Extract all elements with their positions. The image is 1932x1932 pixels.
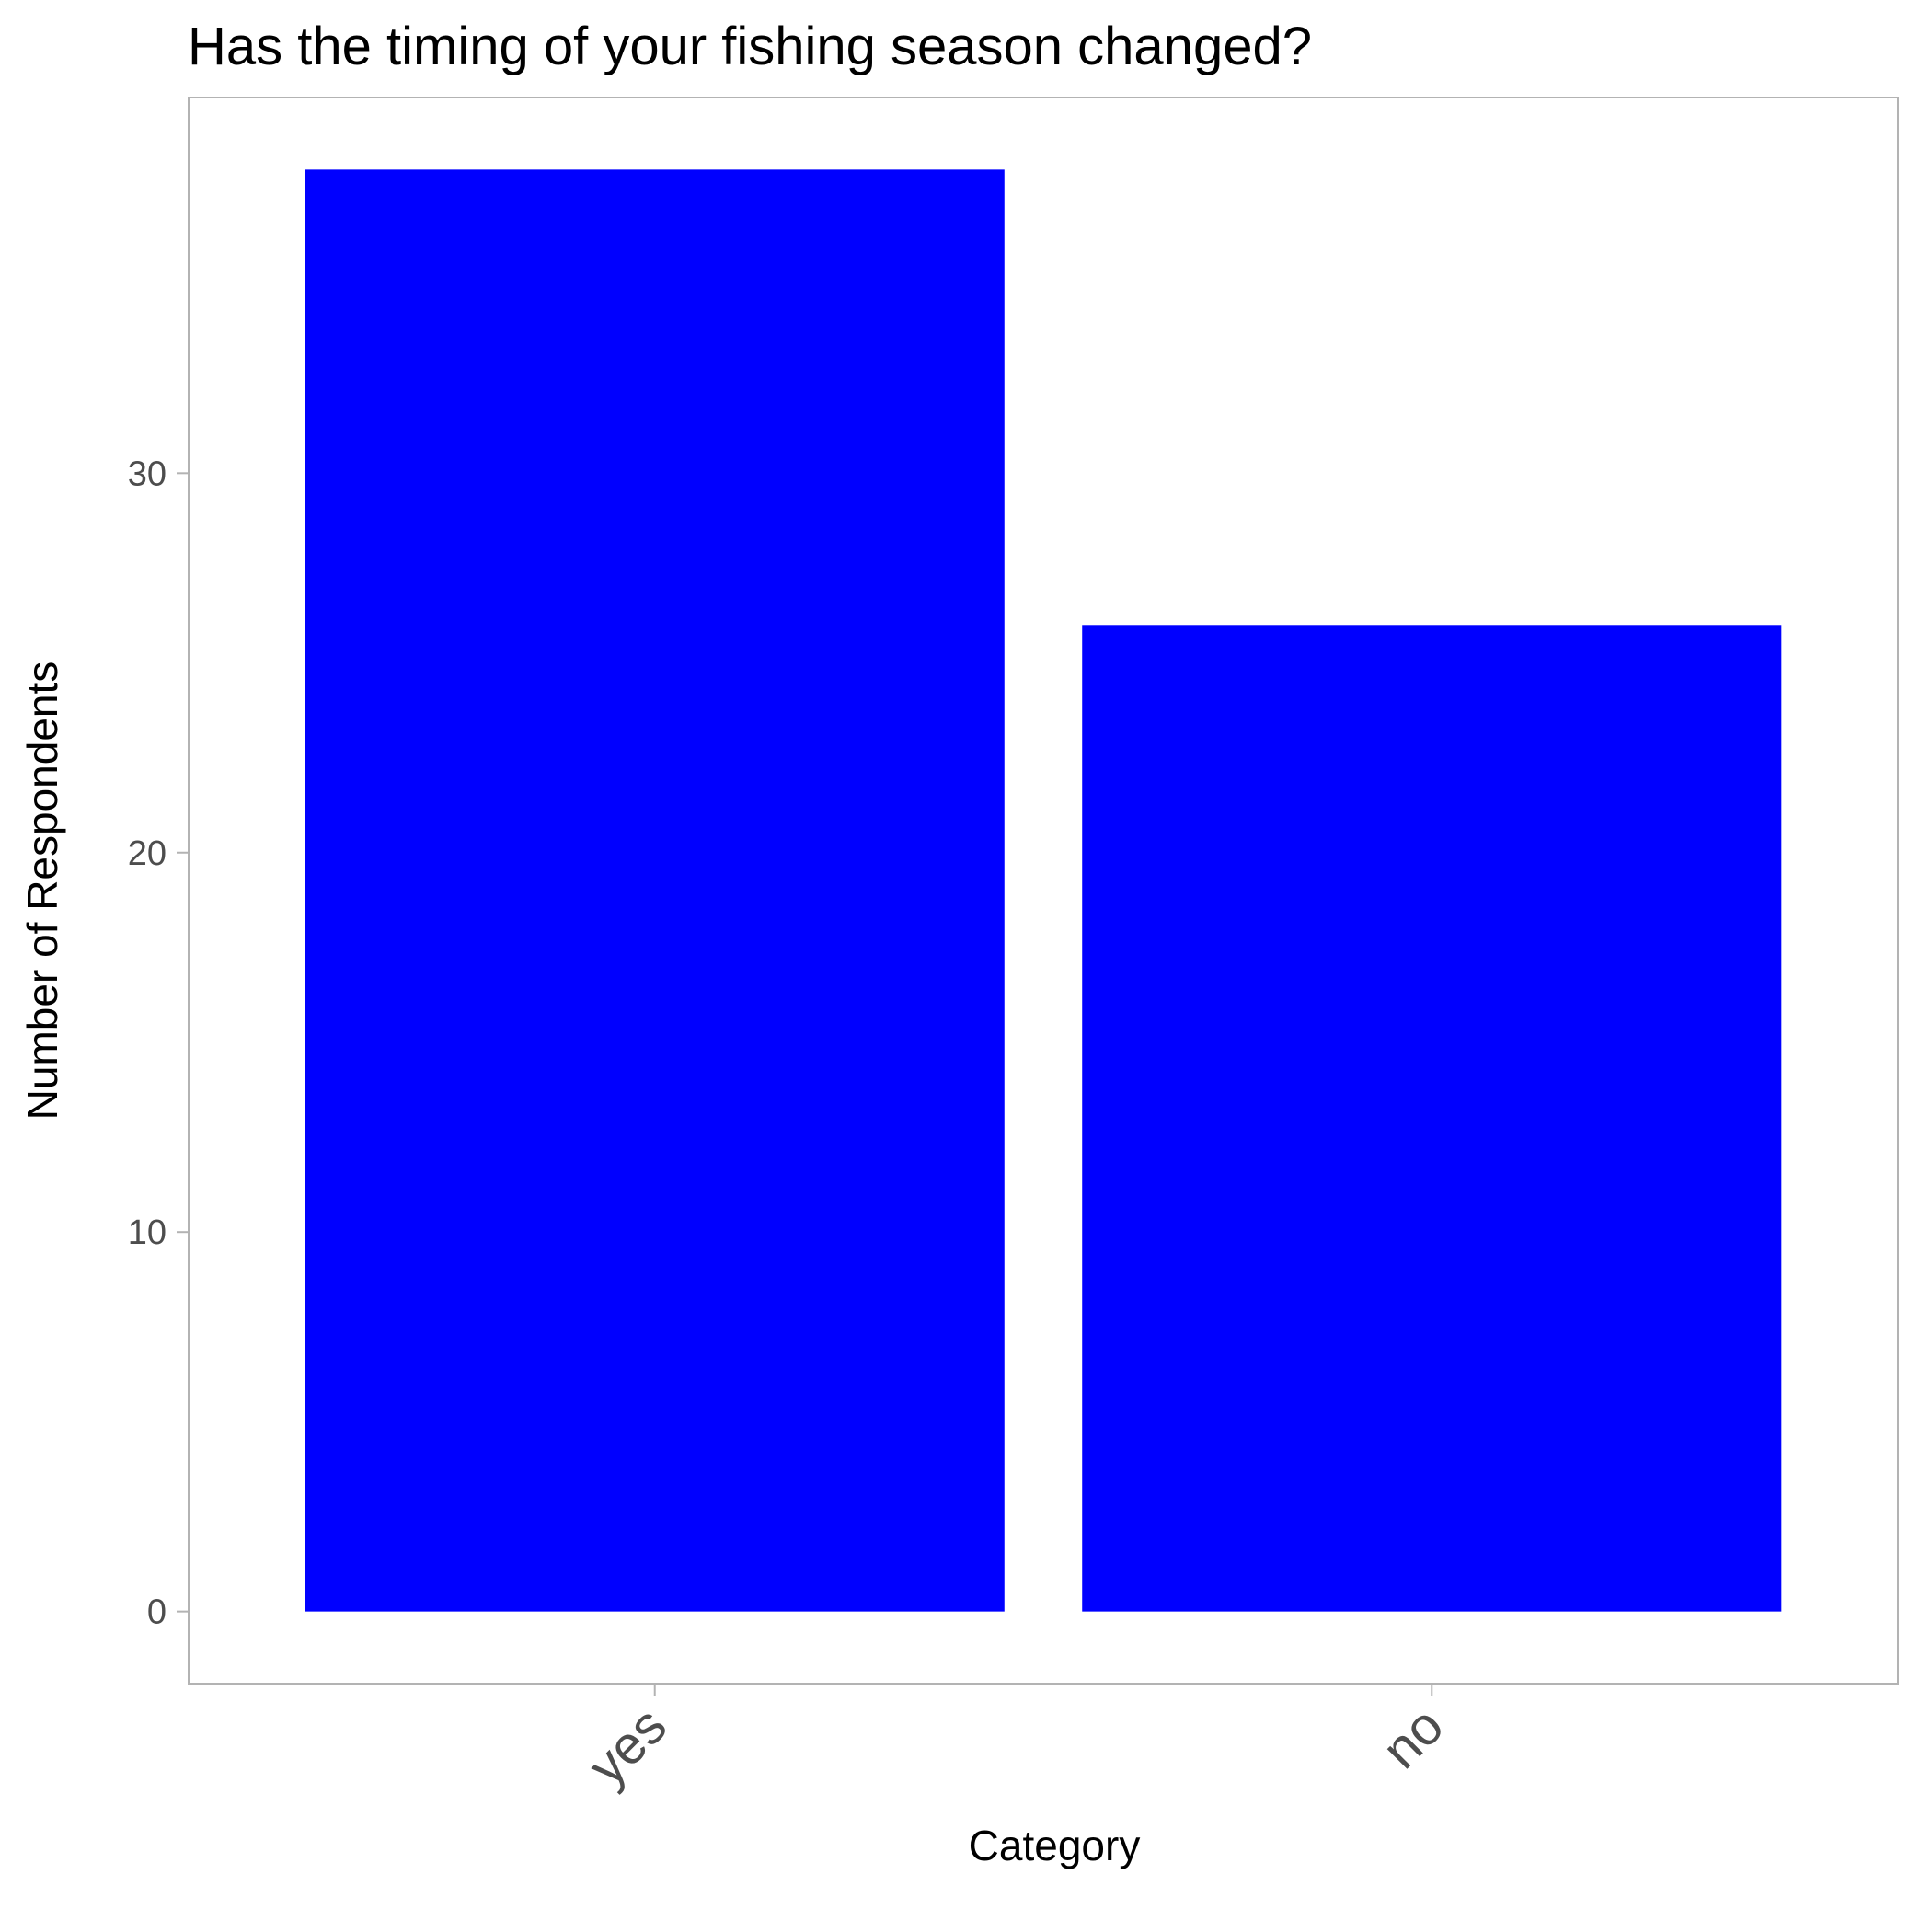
bar-no	[1082, 625, 1782, 1612]
plot-panel-border	[188, 97, 1899, 1685]
y-tick-label: 20	[128, 834, 167, 873]
bars-layer	[305, 169, 1782, 1612]
x-axis: yes no	[577, 1684, 1455, 1797]
x-axis-title: Category	[969, 1822, 1141, 1869]
chart-title: Has the timing of your fishing season ch…	[188, 17, 1312, 76]
y-axis: 0 10 20 30	[128, 454, 189, 1632]
x-tick-label: yes	[577, 1696, 678, 1797]
y-tick-label: 0	[147, 1593, 167, 1632]
x-tick-label: no	[1371, 1696, 1455, 1780]
y-tick-label: 30	[128, 454, 167, 493]
y-axis-title: Number of Respondents	[18, 661, 66, 1121]
y-tick-label: 10	[128, 1213, 167, 1252]
bar-yes	[305, 169, 1005, 1612]
